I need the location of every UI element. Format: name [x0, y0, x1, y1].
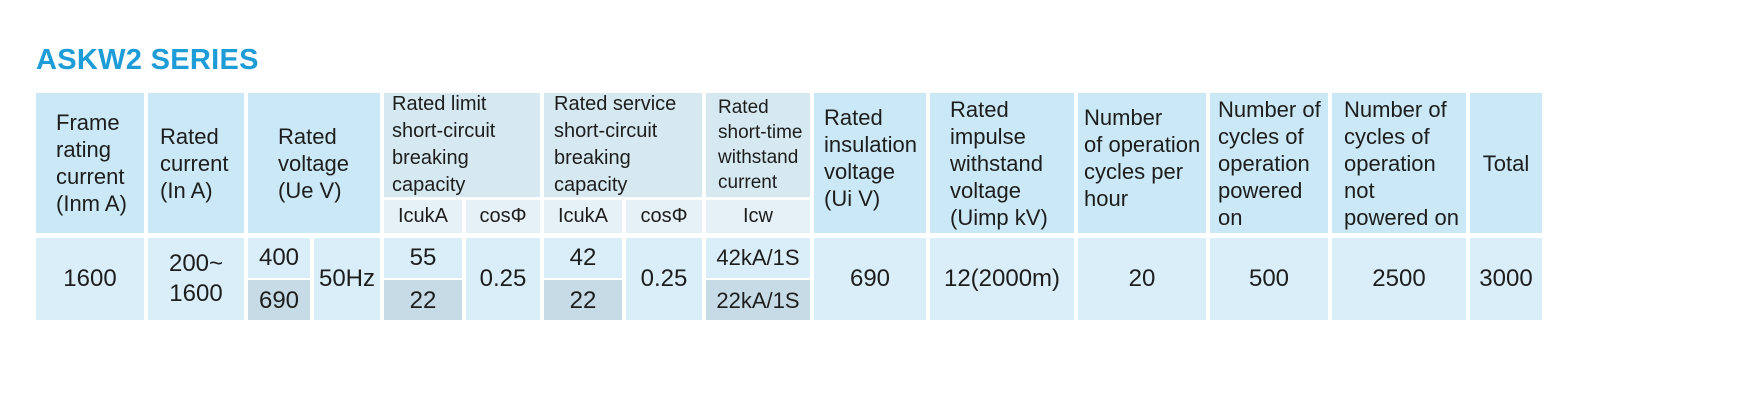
header-service-breaking-capacity: Rated service short-circuit breaking capac…	[544, 93, 702, 197]
cell-impulse-voltage: 12(2000m)	[930, 238, 1074, 320]
cell-rated-current: 200~ 1600	[148, 238, 244, 320]
page-title: ASKW2 SERIES	[36, 44, 259, 76]
header-cycles-powered: Number of cycles of operation powered on	[1210, 93, 1328, 233]
cell-frame-rating: 1600	[36, 238, 144, 320]
cell-voltage-400: 400	[248, 238, 310, 278]
cell-service-icu-22: 22	[544, 280, 622, 320]
header-cycles-not-powered: Number of cycles of operation not powered on	[1332, 93, 1466, 233]
header-short-time-withstand: Rated short-time withstand current	[706, 93, 810, 197]
cell-frequency: 50Hz	[314, 238, 380, 320]
header-impulse-voltage: Rated impulse withstand voltage (Uimp kV)	[930, 93, 1074, 233]
cell-insulation-voltage: 690	[814, 238, 926, 320]
header-limit-breaking-capacity: Rated limit short-circuit breaking capacit…	[384, 93, 540, 197]
cell-icw-42: 42kA/1S	[706, 238, 810, 278]
header-frame-rating: Frame rating current (Inm A)	[36, 93, 144, 233]
cell-cycles-not-powered: 2500	[1332, 238, 1466, 320]
cell-voltage-690: 690	[248, 280, 310, 320]
subheader-icuka-service: IcukA	[544, 200, 622, 233]
subheader-cos-service: cosΦ	[626, 200, 702, 233]
cell-icw-22: 22kA/1S	[706, 280, 810, 320]
header-rated-current: Rated current (In A)	[148, 93, 244, 233]
cell-service-icu-42: 42	[544, 238, 622, 278]
cell-limit-icu-22: 22	[384, 280, 462, 320]
subheader-icw: Icw	[706, 200, 810, 233]
cell-limit-cos: 0.25	[466, 238, 540, 320]
subheader-cos-limit: cosΦ	[466, 200, 540, 233]
subheader-icuka-limit: IcukA	[384, 200, 462, 233]
header-total: Total	[1470, 93, 1542, 233]
cell-operations-per-hour: 20	[1078, 238, 1206, 320]
header-insulation-voltage: Rated insulation voltage (Ui V)	[814, 93, 926, 233]
header-rated-voltage: Rated voltage (Ue V)	[248, 93, 380, 233]
cell-total: 3000	[1470, 238, 1542, 320]
header-operations-per-hour: Number of operation cycles per hour	[1078, 93, 1206, 233]
cell-cycles-powered: 500	[1210, 238, 1328, 320]
cell-service-cos: 0.25	[626, 238, 702, 320]
cell-limit-icu-55: 55	[384, 238, 462, 278]
